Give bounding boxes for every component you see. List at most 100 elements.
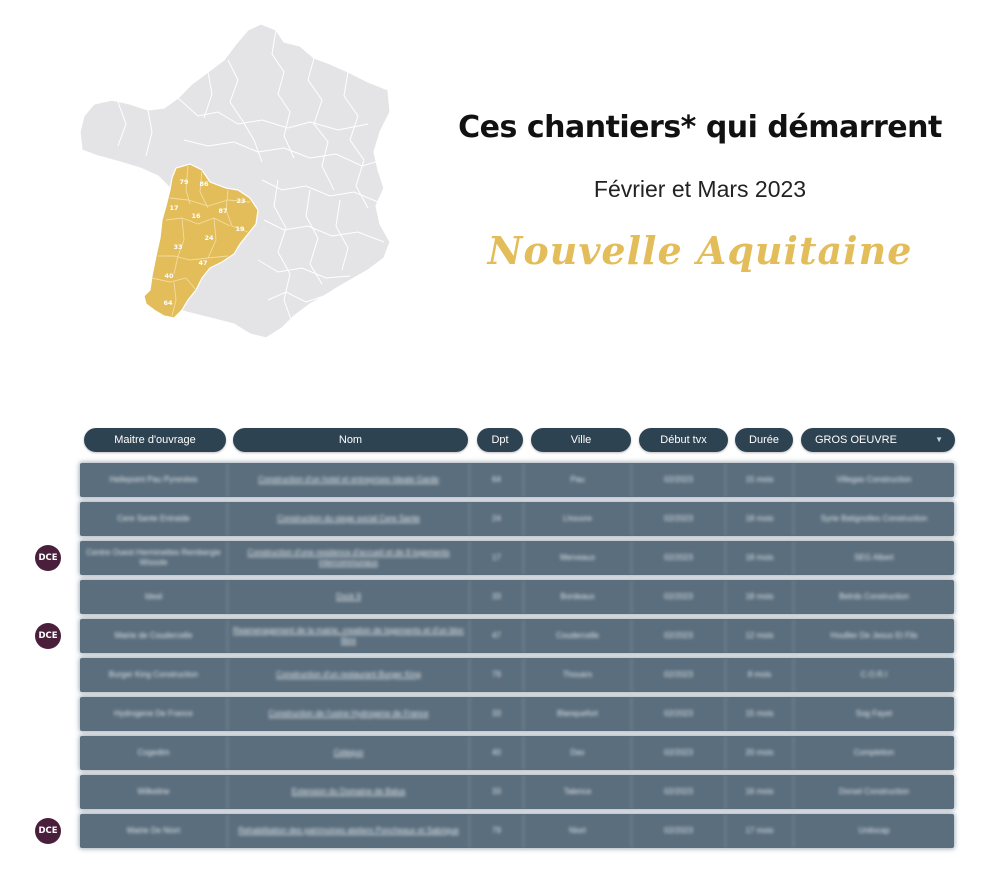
cell-dpt: 24 — [470, 502, 524, 536]
cell-nom[interactable]: Extension du Domaine de Balus — [228, 775, 470, 809]
table-row[interactable]: Mairie de Coudercelle Reamenagement de la… — [80, 619, 954, 653]
cell-nom[interactable]: Reamenagement de la mairie, creation de … — [228, 619, 470, 653]
table-header: Maitre d'ouvrage Nom Dpt Ville Début tvx… — [0, 428, 1000, 454]
cell-nom[interactable]: Construction d'un restaurant Burger King — [228, 658, 470, 692]
cell-debut: 02/2023 — [632, 736, 726, 770]
dept-label-86: 86 — [199, 180, 209, 188]
cell-lot: Dorsel Construction — [838, 787, 910, 796]
column-header-debut[interactable]: Début tvx — [639, 428, 728, 452]
cell-debut: 02/2023 — [632, 658, 726, 692]
cell-ville: Coudercelle — [524, 619, 632, 653]
cell-maitre: Cogedim — [80, 736, 228, 770]
cell-nom[interactable]: Construction d'une residence d'accueil e… — [228, 541, 470, 575]
cell-ville: Dax — [524, 736, 632, 770]
cell-dpt: 47 — [470, 619, 524, 653]
dept-label-40: 40 — [164, 272, 174, 280]
column-header-duree[interactable]: Durée — [735, 428, 793, 452]
dept-label-64: 64 — [163, 299, 173, 307]
cell-lot: Belrds Construction — [839, 592, 909, 601]
table-row[interactable]: Cere Sante Entraide Construction du siege… — [80, 502, 954, 536]
cell-duree: 16 mois — [726, 775, 794, 809]
cell-lot: Houllier De Jesus Et Fils — [830, 631, 918, 640]
cell-dpt: 79 — [470, 814, 524, 848]
cell-lot: Unilocap — [858, 826, 890, 835]
cell-dpt: 79 — [470, 658, 524, 692]
cell-debut: 02/2023 — [632, 619, 726, 653]
cell-duree: 18 mois — [726, 541, 794, 575]
dce-badge[interactable]: DCE — [35, 623, 61, 649]
table-row[interactable]: Cogedim Celequo 40 Dax 02/2023 20 mois Complet… — [80, 736, 954, 770]
cell-dpt: 40 — [470, 736, 524, 770]
column-header-maitre-ouvrage[interactable]: Maitre d'ouvrage — [84, 428, 226, 452]
cell-ville: Blanquefort — [524, 697, 632, 731]
cell-debut: 02/2023 — [632, 775, 726, 809]
france-map: 79 86 17 16 87 23 19 24 33 47 40 64 — [79, 23, 391, 339]
nouvelle-aquitaine-region[interactable] — [143, 163, 259, 319]
cell-nom[interactable]: Dock 9 — [228, 580, 470, 614]
cell-maitre: Burger King Construction — [80, 658, 228, 692]
column-header-dpt[interactable]: Dpt — [477, 428, 523, 452]
cell-dpt: 33 — [470, 775, 524, 809]
cell-ville: Thouars — [524, 658, 632, 692]
department-borders — [117, 29, 385, 323]
dept-label-79: 79 — [179, 178, 189, 186]
period-subtitle: Février et Mars 2023 — [593, 176, 807, 202]
cell-nom[interactable]: Celequo — [228, 736, 470, 770]
dept-label-87: 87 — [218, 207, 227, 215]
cell-nom[interactable]: Construction d'un hotel et entreprises I… — [228, 463, 470, 497]
table-row[interactable]: Hydrogene De France Construction de l'usi… — [80, 697, 954, 731]
cell-duree: 8 mois — [726, 658, 794, 692]
cell-maitre: Wilkeline — [80, 775, 228, 809]
cell-duree: 18 mois — [726, 580, 794, 614]
table-row[interactable]: Mairie De Niort Rehabilitation des patrim… — [80, 814, 954, 848]
cell-maitre: Centre Ouest Herminettes Rembergie Wisso… — [80, 541, 228, 575]
cell-maitre: Mairie De Niort — [80, 814, 228, 848]
cell-dpt: 17 — [470, 541, 524, 575]
table-row[interactable]: Centre Ouest Herminettes Rembergie Wisso… — [80, 541, 954, 575]
cell-duree: 15 mois — [726, 463, 794, 497]
cell-lot: Sog Fayet — [855, 709, 893, 718]
region-title: Nouvelle Aquitaine — [487, 228, 913, 273]
column-header-nom[interactable]: Nom — [233, 428, 468, 452]
cell-maitre: Mairie de Coudercelle — [80, 619, 228, 653]
dept-label-16: 16 — [191, 212, 201, 220]
column-header-ville[interactable]: Ville — [531, 428, 631, 452]
dce-badge[interactable]: DCE — [35, 545, 61, 571]
cell-nom[interactable]: Construction du siege social Cere Sante — [228, 502, 470, 536]
cell-dpt: 33 — [470, 697, 524, 731]
cell-nom[interactable]: Rehabilitation des patrimoines ateliers … — [228, 814, 470, 848]
cell-debut: 02/2023 — [632, 814, 726, 848]
cell-maitre: Ideal — [80, 580, 228, 614]
cell-lot: Villegas Construction — [836, 475, 912, 484]
cell-lot: Syrie Batignolles Construction — [820, 514, 928, 523]
table-row[interactable]: Wilkeline Extension du Domaine de Balus 33… — [80, 775, 954, 809]
cell-maitre: Hellepoint Pau Pyrenées — [80, 463, 228, 497]
cell-ville: Lhouvre — [524, 502, 632, 536]
cell-duree: 18 mois — [726, 502, 794, 536]
cell-maitre: Cere Sante Entraide — [80, 502, 228, 536]
cell-duree: 12 mois — [726, 619, 794, 653]
cell-duree: 17 mois — [726, 814, 794, 848]
cell-lot: C.O.R.I — [860, 670, 888, 679]
cell-nom[interactable]: Construction de l'usine Hydrogene de Fra… — [228, 697, 470, 731]
cell-lot: Completion — [853, 748, 895, 757]
cell-dpt: 33 — [470, 580, 524, 614]
france-outline — [79, 23, 391, 339]
lot-filter-value: GROS OEUVRE — [815, 434, 897, 446]
cell-duree: 20 mois — [726, 736, 794, 770]
table-row[interactable]: Ideal Dock 9 33 Bordeaux 02/2023 18 mois Belrd… — [80, 580, 954, 614]
cell-debut: 02/2023 — [632, 463, 726, 497]
dept-label-47: 47 — [198, 259, 207, 267]
dce-badge[interactable]: DCE — [35, 818, 61, 844]
table-row[interactable]: Hellepoint Pau Pyrenées Construction d'un… — [80, 463, 954, 497]
cell-maitre: Hydrogene De France — [80, 697, 228, 731]
cell-duree: 15 mois — [726, 697, 794, 731]
page-title: Ces chantiers* qui démarrent — [458, 110, 942, 145]
table-row[interactable]: Burger King Construction Construction d'u… — [80, 658, 954, 692]
chevron-down-icon: ▼ — [935, 435, 943, 444]
lot-filter-select[interactable]: GROS OEUVRE ▼ — [801, 428, 955, 452]
dept-label-19: 19 — [235, 225, 245, 233]
cell-debut: 02/2023 — [632, 502, 726, 536]
dept-label-23: 23 — [236, 197, 245, 205]
cell-ville: Talence — [524, 775, 632, 809]
